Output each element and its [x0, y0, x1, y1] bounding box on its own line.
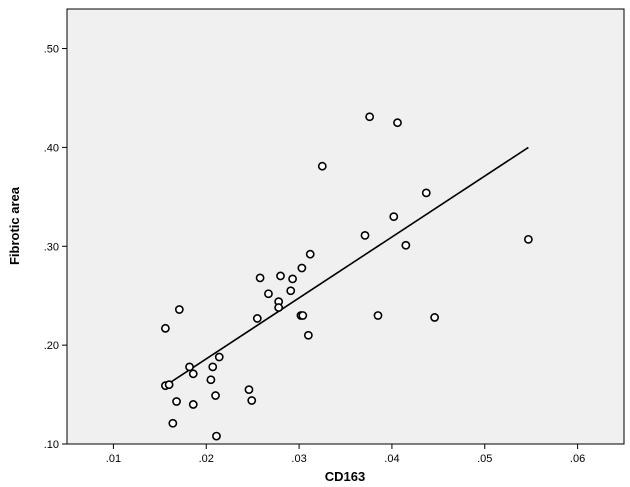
data-point [185, 362, 194, 372]
data-point [274, 303, 284, 312]
data-point [211, 391, 220, 400]
x-tick-label: .04 [384, 453, 399, 465]
data-point [523, 234, 533, 244]
y-tick-label: .30 [44, 241, 59, 253]
data-point [264, 289, 273, 299]
data-point [244, 385, 254, 395]
data-point [247, 396, 257, 405]
x-tick-label: .02 [199, 453, 214, 465]
x-tick-label: .05 [477, 453, 492, 465]
data-point [212, 431, 221, 441]
data-point [421, 188, 431, 198]
data-point [214, 352, 224, 362]
data-point [164, 380, 174, 390]
data-point [188, 400, 198, 409]
data-point [288, 274, 297, 284]
data-point [168, 418, 178, 428]
x-tick-label: .01 [106, 453, 121, 465]
data-point [401, 240, 411, 250]
data-point [373, 311, 383, 320]
data-point [255, 273, 265, 283]
data-point [276, 271, 285, 281]
data-point [174, 305, 184, 314]
data-point [393, 118, 402, 128]
data-point [161, 323, 170, 333]
plot-area [66, 8, 625, 445]
data-point [365, 112, 375, 122]
data-point [298, 311, 308, 320]
y-tick-label: .40 [44, 142, 59, 154]
data-point [206, 375, 216, 385]
data-point [172, 397, 181, 406]
data-point [360, 230, 370, 240]
y-tick-label: .50 [44, 44, 59, 56]
x-tick-label: .03 [291, 453, 306, 465]
data-point [286, 286, 296, 296]
data-point [303, 330, 313, 340]
data-point [297, 263, 307, 273]
data-point [317, 161, 327, 171]
y-tick-label: .10 [44, 439, 59, 451]
y-tick-label: .20 [44, 340, 59, 352]
x-tick-label: .06 [570, 453, 585, 465]
data-point [430, 313, 440, 322]
x-axis-title: CD163 [325, 469, 365, 484]
data-point [188, 369, 198, 379]
data-point [305, 249, 315, 259]
fit-line [164, 146, 529, 387]
data-point [389, 212, 399, 222]
data-point [252, 314, 262, 323]
data-point [208, 362, 218, 372]
y-axis-title: Fibrotic area [7, 186, 22, 265]
